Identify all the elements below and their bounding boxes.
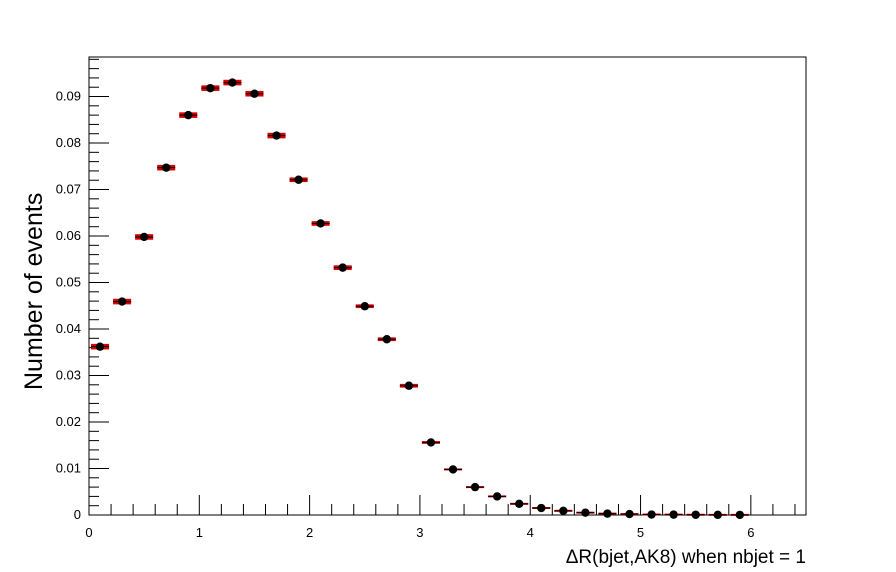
x-tick-label: 5 xyxy=(637,525,644,540)
y-axis-title: Number of events xyxy=(20,193,48,390)
data-point xyxy=(272,131,281,140)
y-tick-label: 0.05 xyxy=(56,275,81,290)
y-tick-label: 0.07 xyxy=(56,182,81,197)
x-tick-label: 0 xyxy=(85,525,92,540)
x-tick-label: 4 xyxy=(527,525,534,540)
data-point xyxy=(713,510,722,520)
data-point xyxy=(647,510,656,519)
data-point xyxy=(360,302,369,311)
data-point xyxy=(184,110,193,120)
y-tick-label: 0 xyxy=(74,507,81,522)
data-point xyxy=(206,83,215,93)
data-point xyxy=(250,89,259,98)
data-point xyxy=(735,510,745,520)
data-point xyxy=(492,492,502,501)
y-tick-label: 0.06 xyxy=(56,228,81,243)
y-tick-label: 0.09 xyxy=(56,89,81,104)
data-point xyxy=(603,509,612,518)
data-point xyxy=(691,510,700,519)
data-point xyxy=(625,509,634,519)
y-tick-label: 0.01 xyxy=(56,461,81,476)
data-point xyxy=(228,78,237,87)
y-tick-label: 0.04 xyxy=(56,321,81,336)
plot-frame xyxy=(88,56,807,516)
data-point xyxy=(95,342,105,351)
x-tick-label: 6 xyxy=(747,525,754,540)
x-tick-label: 3 xyxy=(416,525,423,540)
x-tick-label: 2 xyxy=(306,525,313,540)
data-point xyxy=(515,499,524,509)
data-point xyxy=(404,381,414,390)
data-point xyxy=(338,263,347,272)
data-point xyxy=(117,297,127,306)
data-point xyxy=(316,219,325,228)
data-point xyxy=(294,175,303,184)
x-tick-label: 1 xyxy=(196,525,203,540)
data-point xyxy=(669,510,678,519)
data-point xyxy=(382,335,392,344)
y-tick-label: 0.08 xyxy=(56,135,81,150)
data-point xyxy=(537,503,546,513)
data-point xyxy=(139,232,149,242)
data-point xyxy=(581,508,590,517)
data-point xyxy=(470,482,480,492)
y-tick-label: 0.02 xyxy=(56,414,81,429)
data-point xyxy=(559,506,568,516)
y-tick-label: 0.03 xyxy=(56,368,81,383)
x-axis-title: ΔR(bjet,AK8) when nbjet = 1 xyxy=(566,547,806,568)
data-point xyxy=(162,163,171,172)
data-point xyxy=(426,438,436,447)
data-point xyxy=(448,465,458,474)
